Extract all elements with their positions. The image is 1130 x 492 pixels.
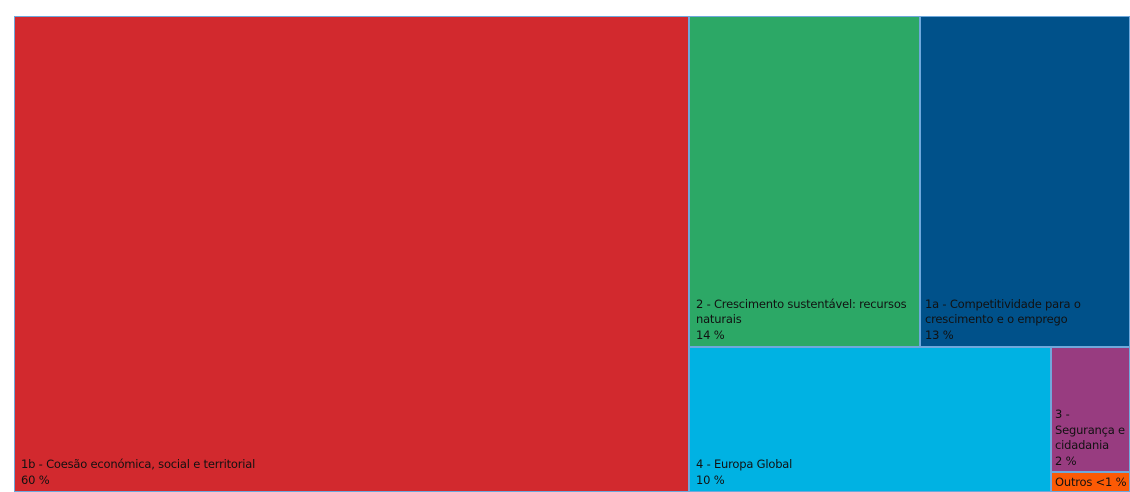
treemap-tile-crescimento-sustentavel: 2 - Crescimento sustentável: recursos na… <box>689 16 920 347</box>
tile-percentage: 13 % <box>925 327 954 342</box>
tile-percentage: 2 % <box>1055 453 1077 468</box>
treemap-tile-outros: Outros <1 % <box>1051 472 1130 492</box>
tile-name: 3 - Segurança e cidadania <box>1055 407 1125 452</box>
tile-label: 2 - Crescimento sustentável: recursos na… <box>696 297 916 344</box>
tile-label: 1a - Competitividade para o crescimento … <box>925 297 1126 344</box>
treemap-tile-europa-global: 4 - Europa Global 10 % <box>689 347 1051 492</box>
tile-label: 4 - Europa Global 10 % <box>696 457 1047 488</box>
tile-name: Outros <box>1055 474 1093 489</box>
tile-name: 1a - Competitividade para o crescimento … <box>925 296 1081 327</box>
tile-percentage: <1 % <box>1095 474 1127 489</box>
tile-label: Outros <1 % <box>1055 474 1127 491</box>
tile-label: 1b - Coesão económica, social e territor… <box>21 457 685 488</box>
tile-percentage: 60 % <box>21 472 50 487</box>
treemap-tile-coesao: 1b - Coesão económica, social e territor… <box>14 16 689 492</box>
treemap-tile-seguranca: 3 - Segurança e cidadania 2 % <box>1051 347 1130 472</box>
treemap-tile-competitividade: 1a - Competitividade para o crescimento … <box>920 16 1130 347</box>
tile-label: 3 - Segurança e cidadania 2 % <box>1055 407 1126 469</box>
tile-percentage: 10 % <box>696 472 725 487</box>
treemap-chart: 1b - Coesão económica, social e territor… <box>14 16 1130 492</box>
tile-name: 2 - Crescimento sustentável: recursos na… <box>696 296 907 327</box>
tile-percentage: 14 % <box>696 327 725 342</box>
tile-name: 1b - Coesão económica, social e territor… <box>21 457 256 471</box>
tile-name: 4 - Europa Global <box>696 457 793 471</box>
